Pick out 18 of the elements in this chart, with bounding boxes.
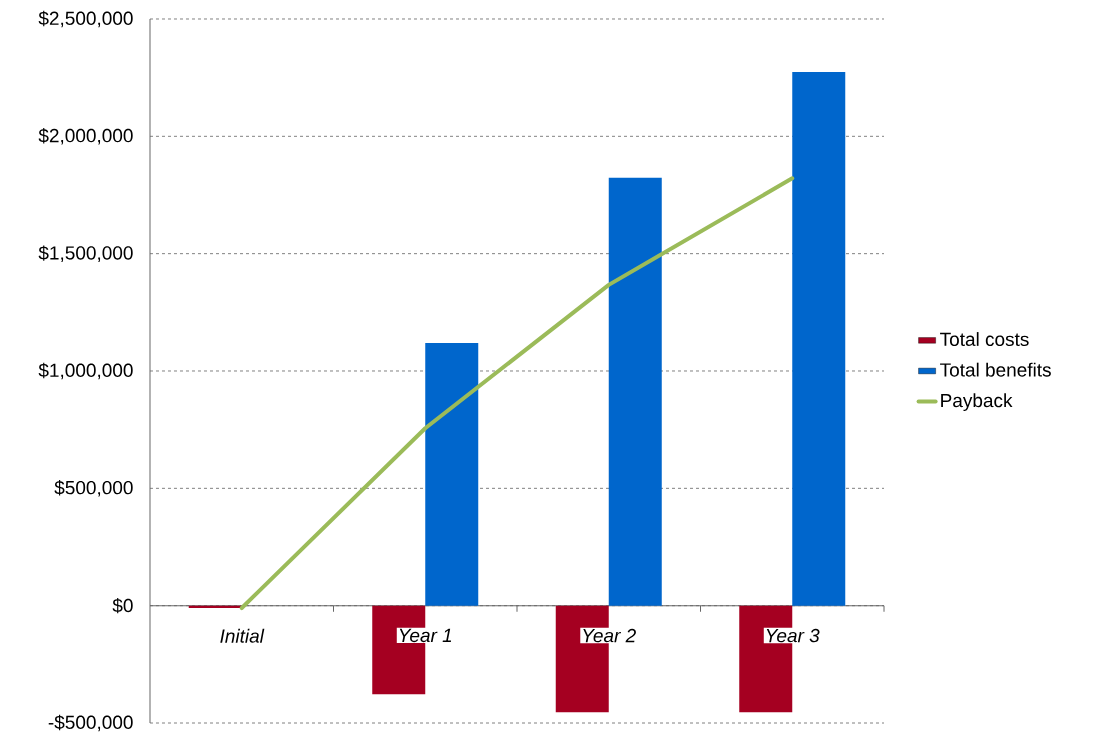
y-tick-label: $500,000 (54, 480, 133, 497)
bar (425, 343, 479, 606)
y-tick-label: $2,500,000 (38, 10, 133, 28)
bar (608, 177, 662, 606)
x-tick-label: Year 1 (399, 628, 452, 643)
x-tick-label: Year 2 (583, 628, 636, 643)
legend-label: Payback (941, 393, 1013, 412)
legend-label: Total benefits (940, 362, 1051, 377)
bar (792, 72, 846, 606)
x-tick-label: Initial (220, 628, 265, 643)
y-tick-label: $2,000,000 (38, 128, 133, 145)
y-tick-label: $1,500,000 (38, 245, 133, 262)
y-tick-label: $0 (112, 597, 133, 614)
y-tick-label: -$500,000 (48, 714, 133, 732)
x-tick-label: Year 3 (766, 628, 820, 643)
line-series (239, 176, 795, 611)
y-tick-label: $1,000,000 (38, 362, 133, 380)
legend-label: Total costs (940, 332, 1029, 347)
